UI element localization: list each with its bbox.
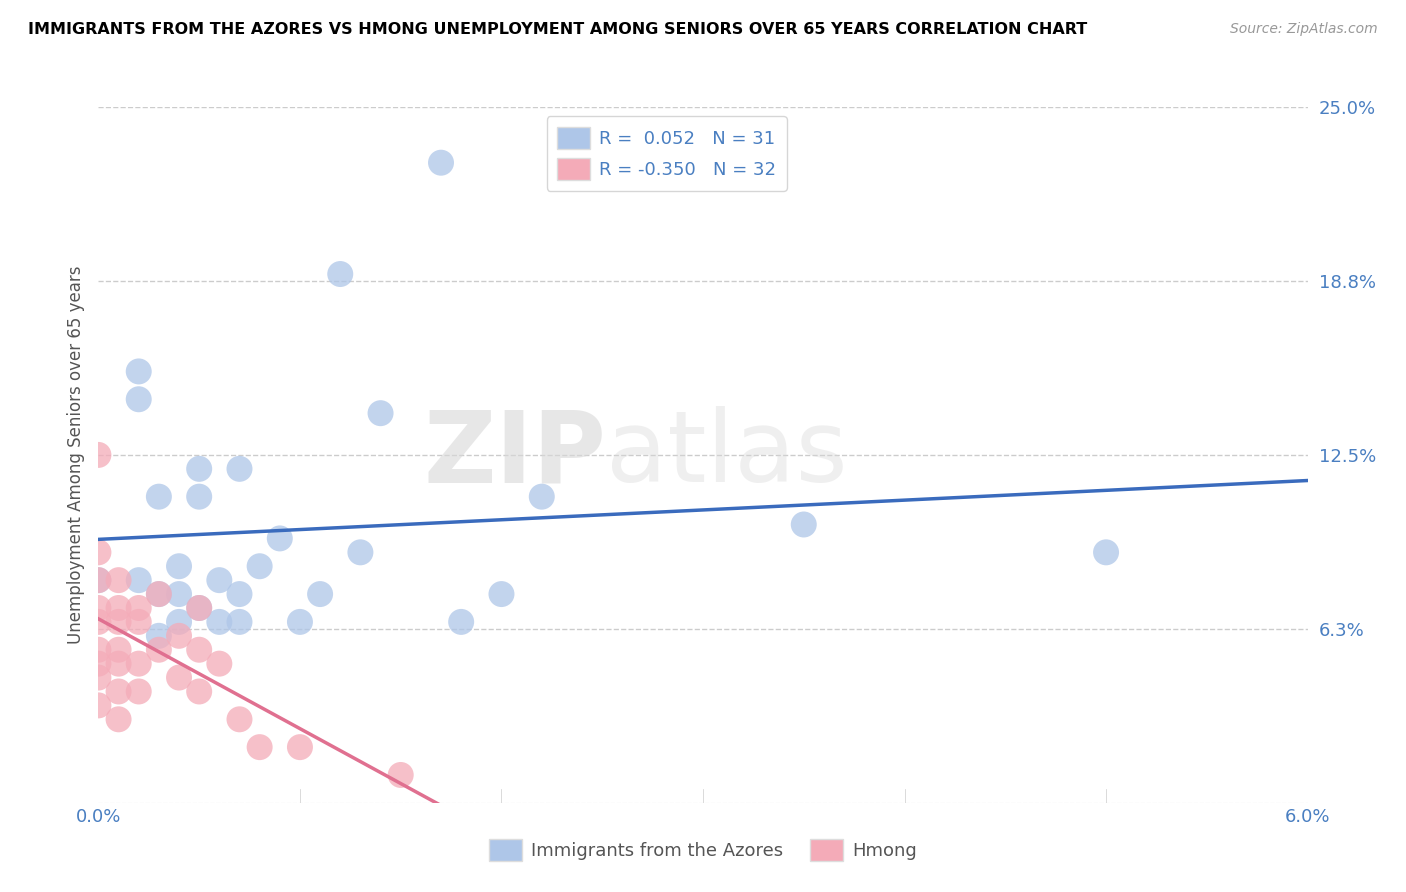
Point — [228, 712, 250, 726]
Point — [530, 490, 553, 504]
Point — [107, 615, 129, 629]
Point — [148, 642, 170, 657]
Point — [128, 684, 150, 698]
Point — [87, 642, 110, 657]
Point — [188, 462, 211, 476]
Point — [167, 587, 190, 601]
Point — [167, 629, 190, 643]
Point — [491, 587, 513, 601]
Point — [148, 490, 170, 504]
Point — [309, 587, 332, 601]
Point — [188, 490, 211, 504]
Point — [228, 615, 250, 629]
Point — [87, 448, 110, 462]
Text: IMMIGRANTS FROM THE AZORES VS HMONG UNEMPLOYMENT AMONG SENIORS OVER 65 YEARS COR: IMMIGRANTS FROM THE AZORES VS HMONG UNEM… — [28, 22, 1087, 37]
Point — [228, 462, 250, 476]
Point — [148, 587, 170, 601]
Point — [107, 642, 129, 657]
Point — [288, 740, 311, 755]
Point — [188, 684, 211, 698]
Point — [107, 684, 129, 698]
Point — [208, 657, 231, 671]
Point — [87, 545, 110, 559]
Point — [87, 615, 110, 629]
Point — [128, 601, 150, 615]
Point — [208, 615, 231, 629]
Text: atlas: atlas — [606, 407, 848, 503]
Point — [128, 657, 150, 671]
Point — [167, 671, 190, 685]
Point — [1095, 545, 1118, 559]
Point — [87, 657, 110, 671]
Point — [107, 712, 129, 726]
Point — [87, 698, 110, 713]
Text: ZIP: ZIP — [423, 407, 606, 503]
Point — [107, 573, 129, 587]
Point — [329, 267, 352, 281]
Point — [87, 573, 110, 587]
Point — [87, 671, 110, 685]
Point — [148, 587, 170, 601]
Point — [188, 601, 211, 615]
Point — [128, 364, 150, 378]
Point — [208, 573, 231, 587]
Point — [793, 517, 815, 532]
Point — [389, 768, 412, 782]
Point — [228, 587, 250, 601]
Point — [107, 657, 129, 671]
Point — [167, 559, 190, 574]
Point — [269, 532, 291, 546]
Point — [288, 615, 311, 629]
Point — [167, 615, 190, 629]
Point — [249, 559, 271, 574]
Point — [87, 573, 110, 587]
Point — [450, 615, 472, 629]
Point — [107, 601, 129, 615]
Point — [249, 740, 271, 755]
Point — [128, 573, 150, 587]
Point — [430, 155, 453, 169]
Text: Source: ZipAtlas.com: Source: ZipAtlas.com — [1230, 22, 1378, 37]
Point — [87, 601, 110, 615]
Y-axis label: Unemployment Among Seniors over 65 years: Unemployment Among Seniors over 65 years — [66, 266, 84, 644]
Point — [128, 615, 150, 629]
Point — [148, 629, 170, 643]
Point — [188, 642, 211, 657]
Point — [188, 601, 211, 615]
Point — [128, 392, 150, 407]
Point — [349, 545, 371, 559]
Point — [370, 406, 392, 420]
Legend: Immigrants from the Azores, Hmong: Immigrants from the Azores, Hmong — [481, 830, 925, 871]
